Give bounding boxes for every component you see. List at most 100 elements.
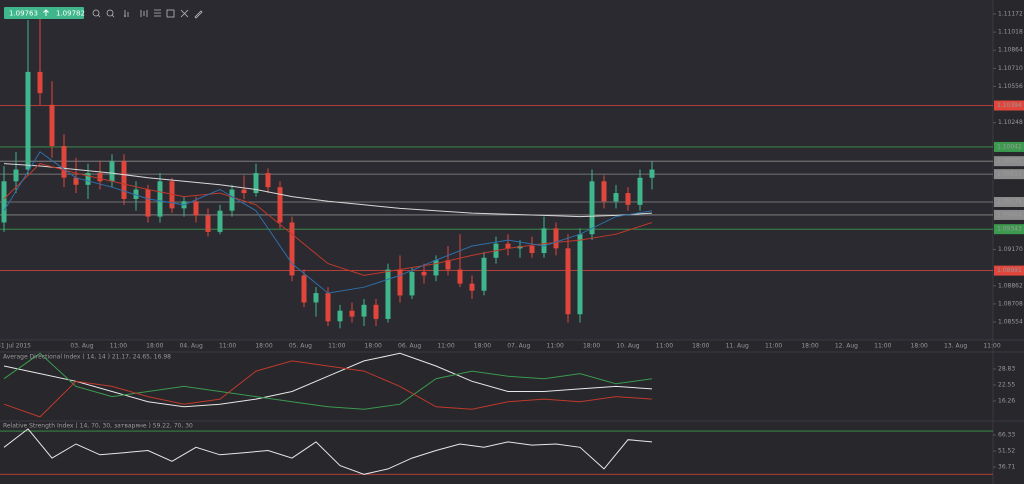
moving-average: [3, 151, 653, 294]
x-tick-label: 11:00: [765, 343, 782, 350]
toolbar[interactable]: [92, 9, 203, 19]
main-pane: [0, 0, 993, 340]
level-label: 1.09574: [997, 199, 1022, 206]
candle-body: [637, 177, 643, 205]
level-box: [994, 265, 1024, 276]
adx-title: Average Directional Index ( 14, 14 ) 21.…: [3, 354, 171, 361]
candle-body: [553, 228, 559, 249]
y-tick-label: 1.08554: [998, 319, 1023, 326]
candle-body: [361, 304, 367, 317]
x-tick-label: 13. Aug: [944, 343, 967, 350]
y-tick-label: 1.09170: [998, 246, 1023, 253]
quote-box[interactable]: [4, 7, 84, 19]
x-tick-label: 11:00: [110, 343, 127, 350]
candle-body: [565, 248, 571, 315]
moving-average: [3, 163, 653, 218]
y-tick-label: 1.08862: [998, 282, 1023, 289]
candle-body: [61, 146, 67, 178]
y-tick-label: 1.10710: [998, 65, 1023, 72]
candle-body: [577, 234, 583, 315]
y-tick-label: 22.55: [998, 381, 1015, 388]
candle-body: [145, 189, 151, 217]
candle-body: [433, 260, 439, 276]
level-box: [994, 224, 1024, 235]
x-tick-label: 11:00: [547, 343, 564, 350]
x-tick-label: 18:00: [146, 343, 163, 350]
candle-body: [265, 173, 271, 188]
candle-body: [421, 271, 427, 276]
candle-body: [505, 243, 511, 249]
candle-body: [49, 104, 55, 146]
candle-body: [469, 283, 475, 291]
candle-body: [529, 246, 535, 254]
candle-body: [613, 193, 619, 202]
rsi-title: Relative Strength Index ( 14, 70, 30, за…: [3, 423, 193, 430]
x-tick-label: 11:00: [983, 343, 1000, 350]
x-tick-label: 18:00: [801, 343, 818, 350]
arrow-icon: [43, 9, 49, 16]
y-tick-label: 36.71: [998, 464, 1015, 471]
level-label: 1.09811: [997, 171, 1022, 178]
y-tick-label: 51.52: [998, 448, 1015, 455]
x-tick-label: 18:00: [474, 343, 491, 350]
level-label: 1.09921: [997, 158, 1022, 165]
y-tick-label: 1.11018: [998, 29, 1023, 36]
x-tick-label: 04. Aug: [180, 343, 203, 350]
candle-body: [337, 310, 343, 322]
candle-body: [37, 71, 43, 94]
candle-body: [121, 161, 127, 199]
candle-body: [13, 169, 19, 182]
candle-body: [601, 181, 607, 202]
candle-body: [73, 177, 79, 185]
candle-body: [445, 260, 451, 270]
level-box: [994, 100, 1024, 111]
candle-body: [133, 189, 139, 199]
level-label: 1.09343: [997, 226, 1022, 233]
plot: 1.11172 1.11018 1.10864 1.10710 1.10556 1.102…: [0, 11, 1024, 475]
candle-body: [241, 189, 247, 194]
x-tick-label: 18:00: [583, 343, 600, 350]
candle-body: [385, 269, 391, 319]
y-tick-label: 1.10248: [998, 119, 1023, 126]
x-tick-label: 11. Aug: [726, 343, 749, 350]
y-tick-label: 28.83: [998, 365, 1015, 372]
x-tick-label: 12. Aug: [835, 343, 858, 350]
bid: 1.09763: [9, 10, 38, 18]
x-tick-label: 11:00: [219, 343, 236, 350]
candle-body: [157, 181, 163, 217]
x-tick-label: 18:00: [692, 343, 709, 350]
candle-body: [313, 293, 319, 303]
y-tick-label: 1.11172: [998, 11, 1023, 18]
y-tick-label: 1.10864: [998, 47, 1023, 54]
candle-body: [253, 173, 259, 194]
candle-body: [409, 271, 415, 296]
candle-body: [457, 269, 463, 284]
level-box: [994, 197, 1024, 207]
x-tick-label: 11:00: [437, 343, 454, 350]
ask: 1.09782: [56, 10, 85, 18]
level-box: [994, 169, 1024, 180]
candle-body: [301, 275, 307, 303]
level-label: 1.09464: [997, 211, 1022, 218]
candle-body: [97, 173, 103, 182]
candle-body: [625, 193, 631, 205]
moving-average: [3, 163, 653, 276]
candle-body: [481, 257, 487, 291]
y-tick-label: 16.26: [998, 398, 1015, 405]
level-label: 1.10394: [997, 102, 1022, 109]
y-tick-label: 1.08708: [998, 300, 1023, 307]
candle-body: [217, 210, 223, 232]
candle-body: [1, 181, 7, 223]
level-box: [994, 156, 1024, 167]
x-tick-label: 11:00: [656, 343, 673, 350]
y-tick-label: 1.10556: [998, 83, 1023, 90]
x-tick-label: 11:00: [874, 343, 891, 350]
x-tick-label: 31 Jul 2015: [0, 343, 31, 350]
candle-body: [169, 181, 175, 209]
candle-body: [373, 304, 379, 319]
candle-body: [397, 269, 403, 296]
candle-body: [229, 189, 235, 211]
candle-body: [277, 187, 283, 223]
x-tick-label: 03. Aug: [70, 343, 93, 350]
